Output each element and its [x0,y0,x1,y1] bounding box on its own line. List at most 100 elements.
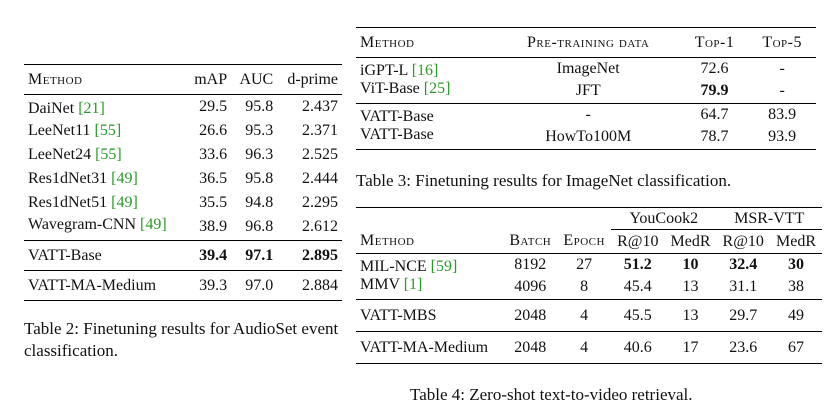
cell-msrvtt-medr: 49 [769,299,822,332]
table-row: LeeNet24 [55] 33.6 96.3 2.525 [24,143,342,167]
cell-msrvtt-r10: 32.4 [716,253,770,276]
cell-youcook2-medr: 17 [664,331,717,364]
col-map: mAP [185,64,232,95]
cell-batch: 2048 [503,299,558,332]
cell-dprime: 2.444 [302,169,338,187]
table-group-header-row: YouCook2 MSR-VTT [356,207,822,230]
method-name: Wavegram-CNN [28,216,137,234]
table-row: Wavegram-CNN [49] 38.9 96.8 2.612 [24,215,342,241]
cell-map: 35.5 [199,193,228,211]
cell-batch: 8192 [503,253,558,276]
table-row: Res1dNet31 [49] 36.5 95.8 2.444 [24,167,342,191]
col-msrvtt-medr: MedR [775,232,816,250]
citation-link[interactable]: [49] [111,169,138,187]
cell-msrvtt-medr: 38 [787,278,804,296]
cell-youcook2-r10: 45.5 [611,299,665,332]
method-name: VATT-MBS [356,299,504,332]
cell-top5: - [748,57,816,80]
table-header-row: Method Batch Epoch R@10 MedR R@10 MedR [356,230,822,254]
col-auc: AUC [231,64,278,95]
citation-link[interactable]: [55] [95,145,122,163]
cell-dprime: 2.612 [302,218,338,236]
citation-link[interactable]: [1] [403,276,423,294]
cell-auc: 96.3 [245,145,274,163]
cell-dprime: 2.371 [302,121,338,139]
cell-auc: 96.8 [245,218,274,236]
cell-data: ImageNet [495,57,681,80]
col-method: Method [24,64,186,95]
cell-msrvtt-medr: 30 [769,253,822,276]
citation-link[interactable]: [25] [423,80,451,98]
method-name: VATT-Base [356,125,496,150]
cell-map: 33.6 [199,145,228,163]
table-header-row: Method Pre-training data Top-1 Top-5 [356,27,816,58]
cell-auc: 95.3 [245,121,274,139]
cell-youcook2-r10: 45.4 [623,278,652,296]
citation-link[interactable]: [59] [430,257,458,275]
cell-top1: 78.7 [680,125,749,150]
citation-link[interactable]: [21] [78,99,105,117]
cell-msrvtt-medr: 67 [769,331,822,364]
table-row: VATT-Base HowTo100M 78.7 93.9 [356,125,816,150]
col-top1: Top-1 [680,27,749,58]
col-pretraining-data: Pre-training data [495,27,681,58]
cell-auc: 94.8 [245,193,274,211]
cell-auc: 97.0 [231,270,278,301]
cell-youcook2-r10: 40.6 [611,331,665,364]
table-row: VATT-MBS 2048 4 45.5 13 29.7 49 [356,299,822,332]
cell-epoch: 4 [557,299,612,332]
cell-map: 36.5 [199,169,228,187]
cell-epoch: 4 [557,331,612,364]
table-header-row: Method mAP AUC d-prime [24,64,342,95]
cell-auc: 95.8 [231,94,278,119]
group-msrvtt: MSR-VTT [716,207,822,230]
cell-youcook2-medr: 13 [664,299,717,332]
cell-msrvtt-r10: 29.7 [716,299,770,332]
cell-top1: 72.6 [680,57,749,80]
citation-link[interactable]: [16] [411,61,439,79]
cell-top1: 79.9 [700,82,729,100]
cell-dprime: 2.295 [302,193,338,211]
cell-map: 39.3 [185,270,232,301]
table-row: MIL-NCE [59] 8192 27 51.2 10 32.4 30 [356,253,822,276]
method-name: VATT-Base [24,240,186,271]
citation-link[interactable]: [55] [94,121,122,139]
method-name: MMV [360,276,400,294]
table-2-caption: Table 2: Finetuning results for AudioSet… [24,319,339,360]
table-row: VATT-MA-Medium 39.3 97.0 2.884 [24,270,342,301]
table-row: VATT-Base 39.4 97.1 2.895 [24,240,342,271]
cell-epoch: 8 [580,278,589,296]
cell-msrvtt-r10: 23.6 [716,331,770,364]
cell-youcook2-medr: 10 [664,253,717,276]
cell-data: JFT [575,82,601,100]
table-row: MMV [1] 4096 8 45.4 13 31.1 38 [356,276,822,300]
table-4: YouCook2 MSR-VTT Method Batch Epoch R@10… [356,207,822,364]
citation-link[interactable]: [49] [111,193,138,211]
col-youcook2-r10: R@10 [617,232,659,250]
table-row: VATT-MA-Medium 2048 4 40.6 17 23.6 67 [356,331,822,364]
table-row: LeeNet11 [55] 26.6 95.3 2.371 [24,119,342,143]
table-3: Method Pre-training data Top-1 Top-5 iGP… [356,27,816,150]
col-msrvtt-r10: R@10 [722,232,764,250]
table-row: ViT-Base [25] JFT 79.9 - [356,80,816,104]
cell-map: 26.6 [199,121,228,139]
table-row: Res1dNet51 [49] 35.5 94.8 2.295 [24,191,342,215]
table-row: VATT-Base - 64.7 83.9 [356,103,816,126]
method-name: ViT-Base [360,80,420,98]
col-dprime: d-prime [277,64,342,95]
cell-dprime: 2.525 [302,145,338,163]
cell-msrvtt-r10: 31.1 [729,278,758,296]
cell-data: HowTo100M [495,125,681,150]
group-youcook2: YouCook2 [611,207,717,230]
cell-dprime: 2.895 [277,240,342,271]
table-2: Method mAP AUC d-prime DaiNet [21] 29.5 … [24,64,342,301]
method-name: VATT-Base [356,103,496,126]
citation-link[interactable]: [49] [140,216,167,234]
method-name: VATT-MA-Medium [24,270,186,301]
method-name: MIL-NCE [360,257,427,275]
col-top5: Top-5 [748,27,816,58]
cell-top1: 64.7 [680,103,749,126]
table-3-caption: Table 3: Finetuning results for ImageNet… [356,171,732,190]
method-name: iGPT-L [360,61,408,79]
method-name: Res1dNet31 [28,169,108,187]
